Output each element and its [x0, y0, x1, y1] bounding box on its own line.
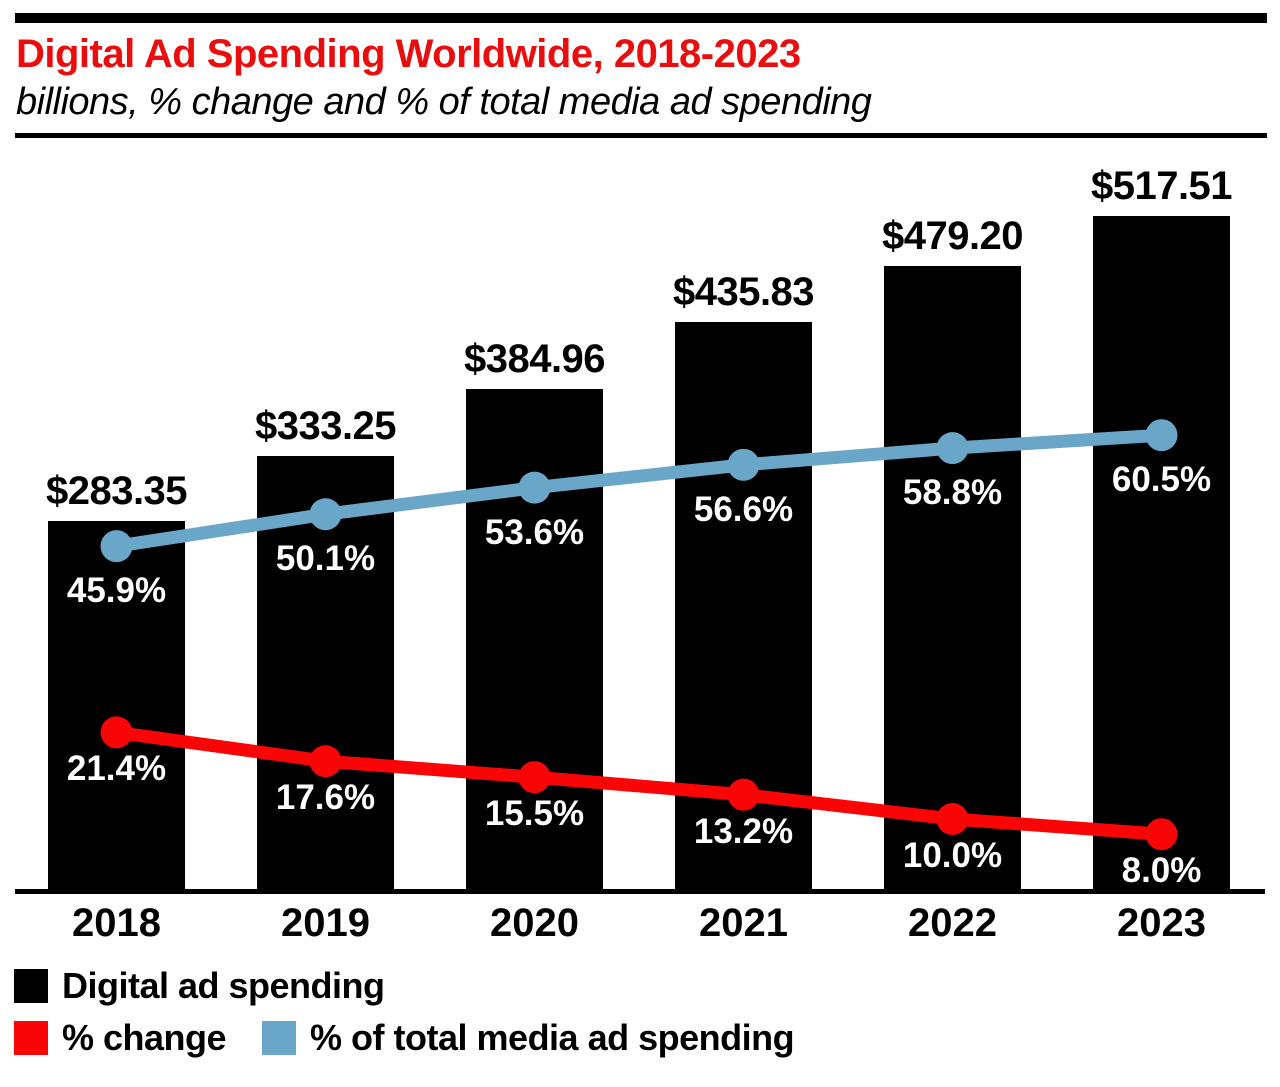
bar-value-label-2021: $435.83: [672, 270, 815, 315]
media-share-line-label-2020: 53.6%: [484, 512, 585, 552]
separator-rule: [15, 133, 1267, 138]
pct-change-line-label-2022: 10.0%: [902, 836, 1003, 875]
media-share-line-label-2021: 56.6%: [693, 489, 794, 529]
chart-subtitle: billions, % change and % of total media …: [16, 81, 872, 123]
x-tick-label-2018: 2018: [72, 901, 161, 945]
x-tick-label-2019: 2019: [281, 901, 370, 945]
pct-change-line-label-2020: 15.5%: [484, 794, 585, 834]
top-rule: [15, 13, 1267, 23]
bar-value-label-2022: $479.20: [881, 214, 1024, 259]
x-tick-label-2021: 2021: [699, 901, 788, 945]
x-tick-label-2020: 2020: [490, 901, 579, 945]
bar-value-label-2020: $384.96: [463, 336, 606, 381]
pct-change-line-label-2018: 21.4%: [66, 749, 167, 789]
bar-2022: [884, 266, 1021, 889]
media-share-line-label-2018: 45.9%: [66, 571, 167, 611]
x-axis-line: [15, 889, 1265, 894]
media-share-line-label-2019: 50.1%: [275, 539, 376, 579]
legend-swatch-pct-change: [14, 1021, 48, 1055]
bar-2021: [675, 322, 812, 889]
media-share-line-label-2023: 60.5%: [1111, 460, 1212, 500]
bar-2023: [1093, 216, 1230, 889]
bar-value-label-2018: $283.35: [45, 468, 188, 513]
x-tick-label-2023: 2023: [1117, 901, 1206, 945]
chart-title: Digital Ad Spending Worldwide, 2018-2023: [16, 32, 801, 76]
legend-swatch-media-share: [262, 1021, 297, 1055]
legend-swatch-digital-ad-spending: [14, 969, 48, 1003]
legend-label-digital-ad-spending: Digital ad spending: [62, 965, 385, 1006]
bar-value-label-2023: $517.51: [1090, 164, 1233, 209]
x-tick-label-2022: 2022: [908, 901, 997, 945]
pct-change-line-label-2019: 17.6%: [275, 778, 376, 818]
legend-row-1: Digital ad spending: [14, 968, 385, 1004]
bar-2019: [257, 455, 394, 889]
legend-row-2: % change % of total media ad spending: [14, 1017, 795, 1058]
legend-label-media-share: % of total media ad spending: [310, 1017, 795, 1058]
pct-change-line-label-2021: 13.2%: [693, 811, 794, 851]
legend-label-pct-change: % change: [62, 1017, 227, 1058]
media-share-line-label-2022: 58.8%: [902, 473, 1003, 513]
bar-value-label-2019: $333.25: [254, 403, 397, 448]
pct-change-line-label-2023: 8.0%: [1121, 851, 1202, 891]
